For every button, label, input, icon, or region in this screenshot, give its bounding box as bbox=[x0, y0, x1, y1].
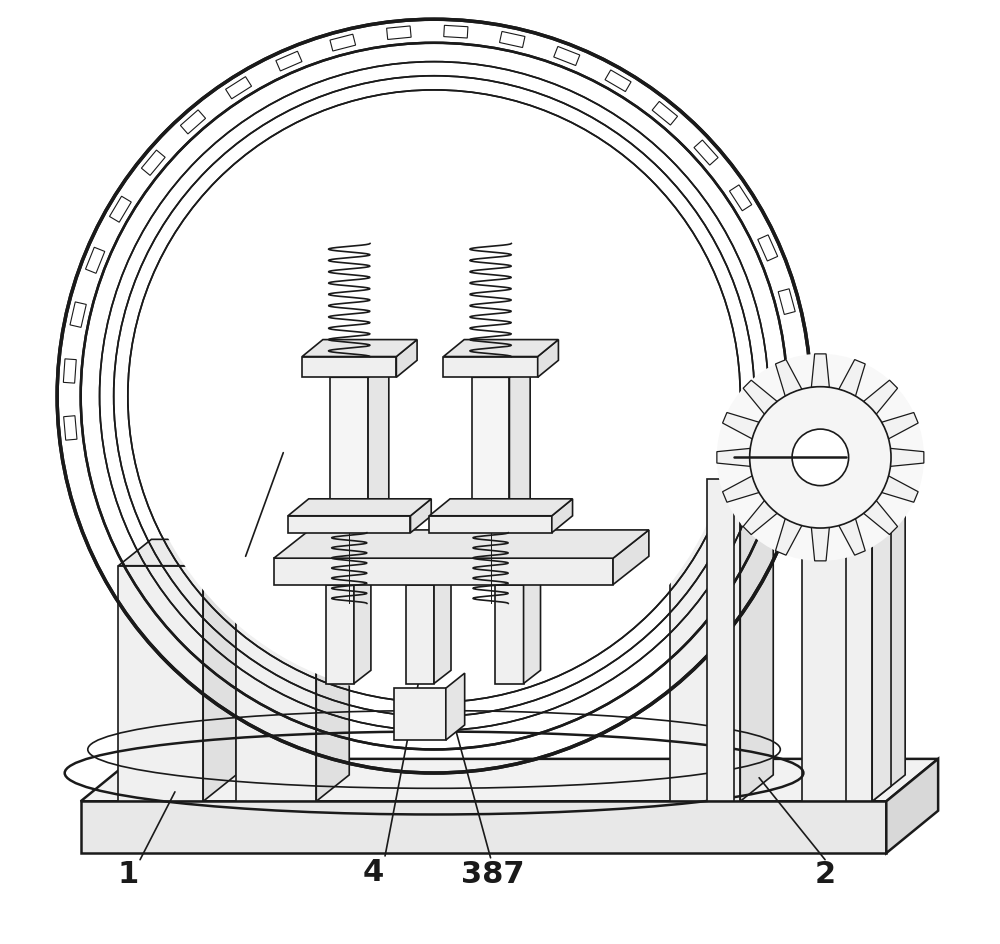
Polygon shape bbox=[354, 572, 371, 683]
Polygon shape bbox=[802, 464, 905, 491]
Polygon shape bbox=[775, 519, 802, 556]
Polygon shape bbox=[846, 479, 872, 801]
Polygon shape bbox=[723, 477, 759, 503]
Polygon shape bbox=[694, 141, 718, 166]
Polygon shape bbox=[811, 528, 829, 562]
Polygon shape bbox=[613, 531, 649, 585]
Polygon shape bbox=[302, 357, 396, 378]
Polygon shape bbox=[802, 491, 872, 801]
Polygon shape bbox=[302, 340, 417, 357]
Polygon shape bbox=[509, 361, 530, 529]
Polygon shape bbox=[180, 110, 206, 135]
Polygon shape bbox=[276, 52, 302, 72]
Polygon shape bbox=[70, 303, 86, 328]
Polygon shape bbox=[226, 77, 252, 100]
Polygon shape bbox=[740, 464, 773, 801]
Polygon shape bbox=[330, 378, 368, 529]
Polygon shape bbox=[443, 357, 538, 378]
Polygon shape bbox=[396, 340, 417, 378]
Polygon shape bbox=[707, 479, 734, 801]
Polygon shape bbox=[81, 801, 886, 853]
Polygon shape bbox=[406, 585, 434, 683]
Polygon shape bbox=[500, 32, 525, 48]
Polygon shape bbox=[554, 47, 580, 66]
Polygon shape bbox=[778, 290, 795, 315]
Polygon shape bbox=[882, 413, 918, 439]
Polygon shape bbox=[882, 477, 918, 503]
Circle shape bbox=[750, 387, 891, 529]
Polygon shape bbox=[387, 27, 411, 41]
Polygon shape bbox=[326, 585, 354, 683]
Polygon shape bbox=[429, 516, 552, 533]
Polygon shape bbox=[434, 572, 451, 683]
Text: 4: 4 bbox=[362, 857, 383, 886]
Polygon shape bbox=[274, 531, 649, 559]
Polygon shape bbox=[368, 361, 389, 529]
Text: 1: 1 bbox=[117, 859, 138, 888]
Polygon shape bbox=[446, 673, 465, 740]
Polygon shape bbox=[775, 361, 802, 396]
Polygon shape bbox=[330, 35, 356, 52]
Polygon shape bbox=[758, 236, 778, 261]
Polygon shape bbox=[394, 688, 446, 740]
Polygon shape bbox=[443, 340, 558, 357]
Polygon shape bbox=[236, 566, 316, 801]
Polygon shape bbox=[288, 499, 431, 516]
Polygon shape bbox=[652, 102, 678, 126]
Polygon shape bbox=[118, 566, 203, 801]
Polygon shape bbox=[839, 519, 865, 556]
Text: 2: 2 bbox=[815, 859, 836, 888]
Polygon shape bbox=[717, 449, 750, 467]
Polygon shape bbox=[444, 26, 468, 39]
Polygon shape bbox=[743, 380, 777, 414]
Polygon shape bbox=[472, 361, 530, 378]
Polygon shape bbox=[839, 361, 865, 396]
Polygon shape bbox=[670, 464, 773, 491]
Polygon shape bbox=[723, 413, 759, 439]
Polygon shape bbox=[552, 499, 573, 533]
Polygon shape bbox=[141, 151, 165, 177]
Polygon shape bbox=[410, 499, 431, 533]
Polygon shape bbox=[743, 501, 777, 535]
Polygon shape bbox=[110, 197, 131, 223]
Polygon shape bbox=[203, 540, 236, 801]
Polygon shape bbox=[274, 559, 613, 585]
Polygon shape bbox=[316, 540, 349, 801]
Polygon shape bbox=[864, 380, 898, 414]
Polygon shape bbox=[86, 248, 105, 274]
Polygon shape bbox=[538, 340, 558, 378]
Polygon shape bbox=[472, 378, 509, 529]
Polygon shape bbox=[81, 759, 938, 801]
Polygon shape bbox=[729, 186, 752, 211]
Polygon shape bbox=[872, 464, 905, 801]
Polygon shape bbox=[64, 416, 77, 441]
Polygon shape bbox=[330, 361, 389, 378]
Polygon shape bbox=[811, 355, 829, 388]
Polygon shape bbox=[890, 449, 924, 467]
Polygon shape bbox=[63, 360, 76, 383]
Polygon shape bbox=[495, 585, 524, 683]
Polygon shape bbox=[524, 572, 541, 683]
Polygon shape bbox=[118, 540, 236, 566]
Circle shape bbox=[717, 354, 924, 562]
Polygon shape bbox=[236, 540, 349, 566]
Polygon shape bbox=[864, 501, 898, 535]
Text: 3: 3 bbox=[224, 555, 245, 584]
Polygon shape bbox=[288, 516, 410, 533]
Polygon shape bbox=[605, 71, 631, 93]
Polygon shape bbox=[872, 464, 891, 801]
Circle shape bbox=[792, 430, 849, 486]
Polygon shape bbox=[886, 759, 938, 853]
Circle shape bbox=[133, 95, 736, 698]
Text: 387: 387 bbox=[461, 859, 524, 888]
Polygon shape bbox=[670, 491, 740, 801]
Polygon shape bbox=[429, 499, 573, 516]
